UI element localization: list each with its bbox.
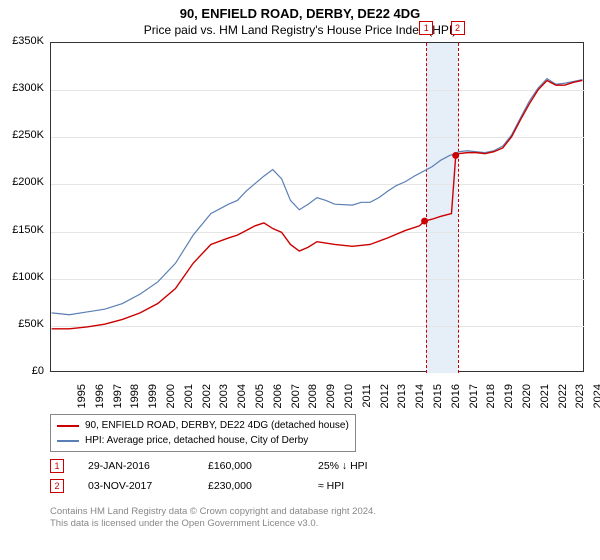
x-axis-label: 1996 — [94, 384, 106, 418]
transaction-marker: 2 — [50, 479, 64, 493]
chart-plot-area: 12 — [50, 42, 584, 372]
transactions-table: 1 29-JAN-2016£160,00025% ↓ HPI 2 03-NOV-201… — [50, 456, 368, 496]
transaction-row: 1 29-JAN-2016£160,00025% ↓ HPI — [50, 456, 368, 476]
y-axis-label: £350K — [0, 35, 44, 47]
x-axis-label: 2013 — [396, 384, 408, 418]
x-axis-label: 2004 — [236, 384, 248, 418]
series-price_paid — [52, 80, 583, 328]
x-axis-label: 2017 — [468, 384, 480, 418]
transaction-note: 25% ↓ HPI — [318, 460, 368, 472]
x-axis-label: 1999 — [147, 384, 159, 418]
x-axis-label: 2010 — [343, 384, 355, 418]
legend-item: HPI: Average price, detached house, City… — [57, 433, 349, 448]
x-axis-label: 2011 — [361, 384, 373, 418]
page-title: 90, ENFIELD ROAD, DERBY, DE22 4DG — [0, 0, 600, 21]
x-axis-label: 2023 — [574, 384, 586, 418]
transaction-price: £160,000 — [208, 460, 318, 472]
y-axis-label: £200K — [0, 176, 44, 188]
transaction-marker: 1 — [50, 459, 64, 473]
x-axis-label: 2002 — [201, 384, 213, 418]
chart-legend: 90, ENFIELD ROAD, DERBY, DE22 4DG (detac… — [50, 414, 356, 452]
series-hpi — [52, 79, 583, 315]
chart-lines — [51, 43, 583, 371]
x-axis-label: 2015 — [432, 384, 444, 418]
x-axis-label: 1997 — [112, 384, 124, 418]
x-axis-label: 2007 — [290, 384, 302, 418]
legend-swatch — [57, 440, 79, 442]
x-axis-label: 2012 — [379, 384, 391, 418]
x-axis-label: 2020 — [521, 384, 533, 418]
legend-label: 90, ENFIELD ROAD, DERBY, DE22 4DG (detac… — [85, 418, 349, 433]
x-axis-label: 2016 — [450, 384, 462, 418]
transaction-row: 2 03-NOV-2017£230,000≈ HPI — [50, 476, 368, 496]
transaction-date: 03-NOV-2017 — [88, 480, 208, 492]
legend-item: 90, ENFIELD ROAD, DERBY, DE22 4DG (detac… — [57, 418, 349, 433]
x-axis-label: 1995 — [76, 384, 88, 418]
x-axis-label: 2021 — [539, 384, 551, 418]
legend-label: HPI: Average price, detached house, City… — [85, 433, 308, 448]
x-axis-label: 2008 — [307, 384, 319, 418]
y-axis-label: £300K — [0, 82, 44, 94]
y-axis-label: £150K — [0, 224, 44, 236]
x-axis-label: 2005 — [254, 384, 266, 418]
page-subtitle: Price paid vs. HM Land Registry's House … — [0, 21, 600, 41]
x-axis-label: 2022 — [557, 384, 569, 418]
event-dot — [452, 152, 459, 159]
x-axis-label: 2014 — [414, 384, 426, 418]
x-axis-label: 2009 — [325, 384, 337, 418]
footnote-line2: This data is licensed under the Open Gov… — [50, 518, 376, 530]
transaction-date: 29-JAN-2016 — [88, 460, 208, 472]
event-marker-top: 1 — [419, 21, 433, 35]
x-axis-label: 2019 — [503, 384, 515, 418]
transaction-note: ≈ HPI — [318, 480, 344, 492]
transaction-price: £230,000 — [208, 480, 318, 492]
y-axis-label: £100K — [0, 271, 44, 283]
legend-swatch — [57, 425, 79, 427]
y-axis-label: £50K — [0, 318, 44, 330]
event-marker-top: 2 — [451, 21, 465, 35]
x-axis-label: 2024 — [592, 384, 600, 418]
x-axis-label: 2018 — [485, 384, 497, 418]
x-axis-label: 2001 — [183, 384, 195, 418]
y-axis-label: £250K — [0, 129, 44, 141]
x-axis-label: 1998 — [129, 384, 141, 418]
footnote-line1: Contains HM Land Registry data © Crown c… — [50, 506, 376, 518]
y-axis-label: £0 — [0, 365, 44, 377]
x-axis-label: 2000 — [165, 384, 177, 418]
x-axis-label: 2006 — [272, 384, 284, 418]
event-dot — [421, 218, 428, 225]
x-axis-label: 2003 — [218, 384, 230, 418]
footnote-text: Contains HM Land Registry data © Crown c… — [50, 506, 376, 531]
